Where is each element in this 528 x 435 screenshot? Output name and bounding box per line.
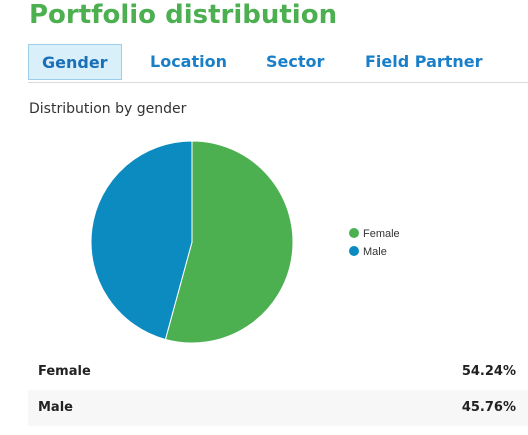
chart-legend: Female Male xyxy=(349,225,400,261)
distribution-table: Female 54.24% Male 45.76% xyxy=(28,354,528,426)
tab-gender[interactable]: Gender xyxy=(28,44,122,80)
tab-sector[interactable]: Sector xyxy=(266,52,325,71)
legend-item-male[interactable]: Male xyxy=(349,243,400,261)
legend-swatch-female xyxy=(349,228,359,238)
table-row-female: Female 54.24% xyxy=(28,354,528,390)
legend-label-male: Male xyxy=(363,246,387,258)
page-title: Portfolio distribution xyxy=(29,0,338,30)
section-heading: Distribution by gender xyxy=(29,101,187,117)
row-label-male: Male xyxy=(38,400,73,415)
legend-swatch-male xyxy=(349,246,359,256)
row-label-female: Female xyxy=(38,364,91,379)
tab-field-partner[interactable]: Field Partner xyxy=(365,52,483,71)
legend-label-female: Female xyxy=(363,228,400,240)
tab-bar: Gender Location Sector Field Partner xyxy=(28,44,528,83)
pie-slice-male[interactable] xyxy=(90,140,193,341)
pie-slice-female[interactable] xyxy=(164,140,294,344)
tab-location[interactable]: Location xyxy=(150,52,227,71)
row-value-male: 45.76% xyxy=(461,400,516,415)
legend-item-female[interactable]: Female xyxy=(349,225,400,243)
row-value-female: 54.24% xyxy=(461,364,516,379)
table-row-male: Male 45.76% xyxy=(28,390,528,426)
pie-chart xyxy=(90,140,294,344)
